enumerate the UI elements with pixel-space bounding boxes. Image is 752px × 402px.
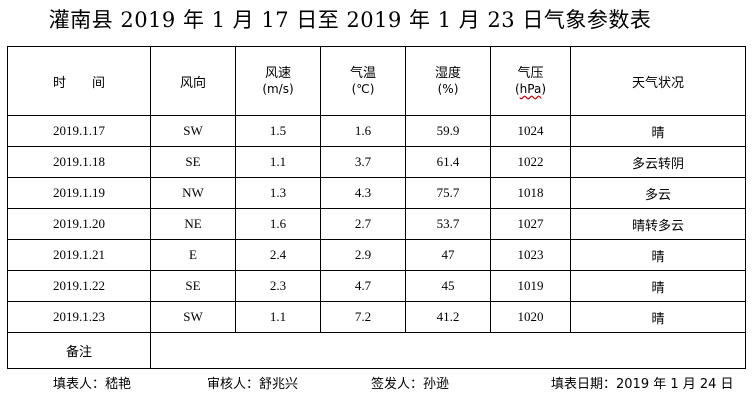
table-row: 2019.1.23 SW 1.1 7.2 41.2 1020 晴 xyxy=(7,301,746,333)
cell-wind-direction: SE xyxy=(150,146,236,178)
cell-temperature: 1.6 xyxy=(320,115,406,147)
cell-wind-direction: NE xyxy=(150,208,236,240)
table-row: 2019.1.19 NW 1.3 4.3 75.7 1018 多云 xyxy=(7,177,746,209)
cell-wind-speed: 2.4 xyxy=(235,239,321,271)
remark-value xyxy=(150,332,746,369)
signature-footer: 填表人：嵇艳 审核人：舒兆兴 签发人：孙逊 填表日期：2019 年 1 月 24… xyxy=(0,373,752,393)
cell-weather: 晴 xyxy=(570,301,746,333)
remark-row: 备注 xyxy=(7,332,746,369)
header-pressure-unit-close: ) xyxy=(541,82,547,96)
header-wind-speed: 风速 (m/s) xyxy=(235,46,321,116)
cell-humidity: 41.2 xyxy=(405,301,491,333)
cell-temperature: 2.7 xyxy=(320,208,406,240)
cell-pressure: 1020 xyxy=(490,301,571,333)
header-humidity: 湿度 (%) xyxy=(405,46,491,116)
cell-weather: 晴 xyxy=(570,115,746,147)
header-pressure-unit-text: hPa xyxy=(519,82,542,96)
header-temperature-unit: (℃) xyxy=(351,82,375,96)
cell-wind-direction: NW xyxy=(150,177,236,209)
cell-wind-direction: E xyxy=(150,239,236,271)
cell-wind-direction: SW xyxy=(150,301,236,333)
cell-wind-speed: 1.1 xyxy=(235,301,321,333)
header-weather: 天气状况 xyxy=(570,46,746,116)
cell-temperature: 2.9 xyxy=(320,239,406,271)
cell-date: 2019.1.22 xyxy=(7,270,151,302)
cell-weather: 晴转多云 xyxy=(570,208,746,240)
fill-date: 填表日期：2019 年 1 月 24 日 xyxy=(551,377,734,392)
table-row: 2019.1.22 SE 2.3 4.7 45 1019 晴 xyxy=(7,270,746,302)
cell-date: 2019.1.21 xyxy=(7,239,151,271)
cell-wind-direction: SE xyxy=(150,270,236,302)
cell-pressure: 1018 xyxy=(490,177,571,209)
cell-weather: 多云 xyxy=(570,177,746,209)
cell-wind-speed: 1.1 xyxy=(235,146,321,178)
cell-temperature: 4.3 xyxy=(320,177,406,209)
cell-date: 2019.1.19 xyxy=(7,177,151,209)
cell-humidity: 75.7 xyxy=(405,177,491,209)
header-time-label: 时 间 xyxy=(52,75,105,91)
cell-temperature: 3.7 xyxy=(320,146,406,178)
cell-humidity: 53.7 xyxy=(405,208,491,240)
cell-temperature: 4.7 xyxy=(320,270,406,302)
header-wind-direction-label: 风向 xyxy=(179,75,206,91)
cell-weather: 晴 xyxy=(570,239,746,271)
cell-wind-direction: SW xyxy=(150,115,236,147)
cell-pressure: 1027 xyxy=(490,208,571,240)
cell-temperature: 7.2 xyxy=(320,301,406,333)
cell-pressure: 1023 xyxy=(490,239,571,271)
reviewer-signature: 审核人：舒兆兴 xyxy=(207,377,299,392)
cell-weather: 晴 xyxy=(570,270,746,302)
header-temperature-label: 气温 xyxy=(349,66,376,81)
header-pressure: 气压 (hPa) xyxy=(490,46,571,116)
filler-signature: 填表人：嵇艳 xyxy=(53,377,132,392)
header-pressure-label: 气压 xyxy=(517,66,544,81)
cell-humidity: 61.4 xyxy=(405,146,491,178)
cell-humidity: 47 xyxy=(405,239,491,271)
cell-date: 2019.1.20 xyxy=(7,208,151,240)
cell-date: 2019.1.17 xyxy=(7,115,151,147)
header-pressure-unit: (hPa) xyxy=(491,82,570,97)
cell-wind-speed: 1.5 xyxy=(235,115,321,147)
cell-pressure: 1024 xyxy=(490,115,571,147)
remark-label: 备注 xyxy=(7,332,151,369)
cell-date: 2019.1.23 xyxy=(7,301,151,333)
header-humidity-label: 湿度 xyxy=(434,66,461,81)
header-wind-speed-unit: (m/s) xyxy=(262,82,294,96)
issuer-signature: 签发人：孙逊 xyxy=(371,377,450,392)
table-row: 2019.1.21 E 2.4 2.9 47 1023 晴 xyxy=(7,239,746,271)
header-pressure-unit-open: ( xyxy=(514,82,520,96)
cell-wind-speed: 1.3 xyxy=(235,177,321,209)
table-header-row: 时 间 风向 风速 (m/s) 气温 (℃) 湿度 (%) 气压 (hPa) 天… xyxy=(7,46,746,116)
table-row: 2019.1.17 SW 1.5 1.6 59.9 1024 晴 xyxy=(7,115,746,147)
header-temperature: 气温 (℃) xyxy=(320,46,406,116)
cell-humidity: 45 xyxy=(405,270,491,302)
cell-date: 2019.1.18 xyxy=(7,146,151,178)
cell-pressure: 1022 xyxy=(490,146,571,178)
header-time: 时 间 xyxy=(7,46,151,116)
cell-weather: 多云转阴 xyxy=(570,146,746,178)
header-humidity-unit: (%) xyxy=(437,82,459,96)
cell-humidity: 59.9 xyxy=(405,115,491,147)
header-wind-direction: 风向 xyxy=(150,46,236,116)
cell-wind-speed: 2.3 xyxy=(235,270,321,302)
weather-table: 时 间 风向 风速 (m/s) 气温 (℃) 湿度 (%) 气压 (hPa) 天… xyxy=(7,46,746,369)
cell-wind-speed: 1.6 xyxy=(235,208,321,240)
header-wind-speed-label: 风速 xyxy=(264,66,291,81)
header-weather-label: 天气状况 xyxy=(631,75,684,91)
page-title: 灌南县 2019 年 1 月 17 日至 2019 年 1 月 23 日气象参数… xyxy=(48,8,652,32)
table-row: 2019.1.20 NE 1.6 2.7 53.7 1027 晴转多云 xyxy=(7,208,746,240)
table-row: 2019.1.18 SE 1.1 3.7 61.4 1022 多云转阴 xyxy=(7,146,746,178)
cell-pressure: 1019 xyxy=(490,270,571,302)
